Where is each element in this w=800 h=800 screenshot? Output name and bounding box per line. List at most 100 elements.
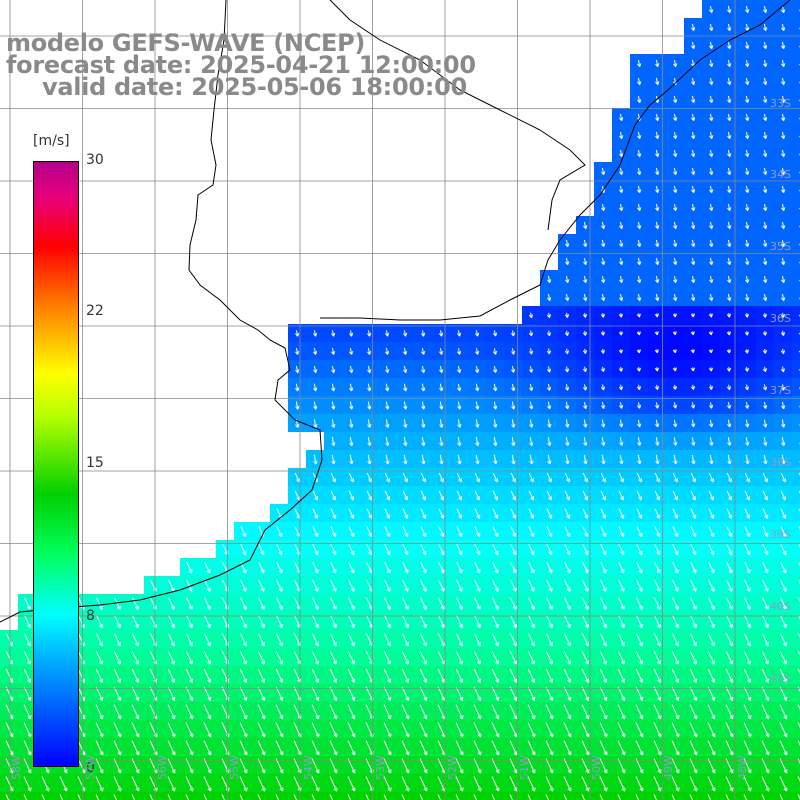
wind-arrow xyxy=(691,454,696,465)
wind-arrow xyxy=(438,526,445,537)
wind-arrow xyxy=(349,383,354,392)
lon-label-55w: 55W xyxy=(228,755,241,780)
wind-arrow xyxy=(600,349,605,354)
wind-arrow xyxy=(709,5,714,14)
wind-arrow xyxy=(131,686,140,701)
wind-arrow xyxy=(672,331,677,336)
wind-arrow xyxy=(275,668,284,683)
wind-arrow xyxy=(582,526,589,537)
wind-arrow xyxy=(131,650,139,665)
wind-arrow xyxy=(293,794,298,800)
wind-arrow xyxy=(403,454,408,465)
wind-arrow xyxy=(673,437,678,446)
wind-arrow xyxy=(637,454,642,465)
wind-arrow xyxy=(745,419,750,428)
wind-arrow xyxy=(41,794,46,800)
wind-arrow xyxy=(511,454,516,465)
wind-arrow xyxy=(95,794,100,800)
wind-arrow xyxy=(59,794,64,800)
wind-arrow xyxy=(709,239,714,248)
wind-arrow xyxy=(599,794,604,800)
wind-arrow xyxy=(619,203,624,212)
wind-arrow xyxy=(149,794,154,800)
wind-arrow xyxy=(762,615,769,629)
field-cell xyxy=(792,90,800,108)
wind-arrow xyxy=(690,490,697,501)
wind-arrow xyxy=(689,722,698,738)
wind-arrow xyxy=(132,597,139,610)
field-cell xyxy=(792,612,800,630)
wind-arrow xyxy=(419,686,428,701)
wind-arrow xyxy=(709,113,714,122)
wind-arrow xyxy=(474,526,481,537)
wind-arrow xyxy=(707,794,712,800)
wind-arrow xyxy=(473,740,482,756)
wind-arrow xyxy=(457,437,462,447)
wind-arrow xyxy=(671,704,680,720)
wind-arrow xyxy=(204,615,211,629)
field-cell xyxy=(792,216,800,234)
wind-arrow xyxy=(654,544,661,556)
wind-arrow xyxy=(474,597,481,610)
wind-arrow xyxy=(565,454,570,465)
wind-arrow xyxy=(457,419,462,428)
wind-arrow xyxy=(240,579,247,592)
wind-arrow xyxy=(744,561,751,574)
wind-arrow xyxy=(727,203,732,212)
wind-arrow xyxy=(563,650,571,665)
wind-arrow xyxy=(275,650,283,665)
wind-arrow xyxy=(582,472,588,483)
wind-arrow xyxy=(439,401,444,410)
wind-arrow xyxy=(527,650,535,665)
wind-arrow xyxy=(673,239,678,248)
wind-arrow xyxy=(653,776,662,792)
wind-arrow xyxy=(528,544,535,556)
wind-arrow xyxy=(618,615,625,629)
lat-label-39s: 39S xyxy=(770,528,791,541)
wind-arrow xyxy=(582,544,589,556)
wind-arrow xyxy=(583,257,588,266)
wind-arrow xyxy=(636,526,643,537)
wind-arrow xyxy=(797,650,800,657)
wind-arrow xyxy=(689,633,697,647)
wind-arrow xyxy=(546,579,553,592)
wind-arrow xyxy=(781,149,786,158)
wind-arrow xyxy=(709,221,714,230)
field-cell xyxy=(792,738,800,756)
wind-arrow xyxy=(510,615,517,629)
wind-arrow xyxy=(401,776,410,792)
wind-arrow xyxy=(455,650,463,665)
wind-arrow xyxy=(655,167,660,176)
wind-arrow xyxy=(618,579,625,592)
wind-arrow xyxy=(763,23,768,32)
wind-arrow xyxy=(745,167,750,176)
wind-arrow xyxy=(456,544,463,556)
wind-arrow xyxy=(527,740,536,756)
wind-arrow xyxy=(673,167,678,176)
wind-arrow xyxy=(672,384,678,390)
wind-arrow xyxy=(348,472,354,483)
wind-arrow xyxy=(185,704,194,720)
wind-arrow xyxy=(167,776,176,792)
wind-arrow xyxy=(491,633,499,647)
wind-arrow xyxy=(725,740,734,756)
wind-arrow xyxy=(491,668,500,683)
wind-arrow xyxy=(618,544,625,556)
wind-arrow xyxy=(312,561,319,574)
wind-arrow xyxy=(367,383,372,392)
title-forecast-date: forecast date: 2025-04-21 12:00:00 xyxy=(6,51,476,79)
wind-arrow xyxy=(258,579,265,592)
wind-arrow xyxy=(563,740,572,756)
wind-arrow xyxy=(672,349,677,354)
field-cell xyxy=(198,792,216,800)
field-cell xyxy=(792,108,800,126)
wind-arrow xyxy=(761,633,769,647)
wind-arrow xyxy=(655,59,660,68)
wind-arrow xyxy=(240,597,247,610)
wind-arrow xyxy=(601,437,606,446)
wind-arrow xyxy=(383,633,391,647)
wind-arrow xyxy=(402,490,409,501)
field-cell xyxy=(324,792,342,800)
wind-arrow xyxy=(564,544,571,556)
wind-arrow xyxy=(330,526,337,537)
